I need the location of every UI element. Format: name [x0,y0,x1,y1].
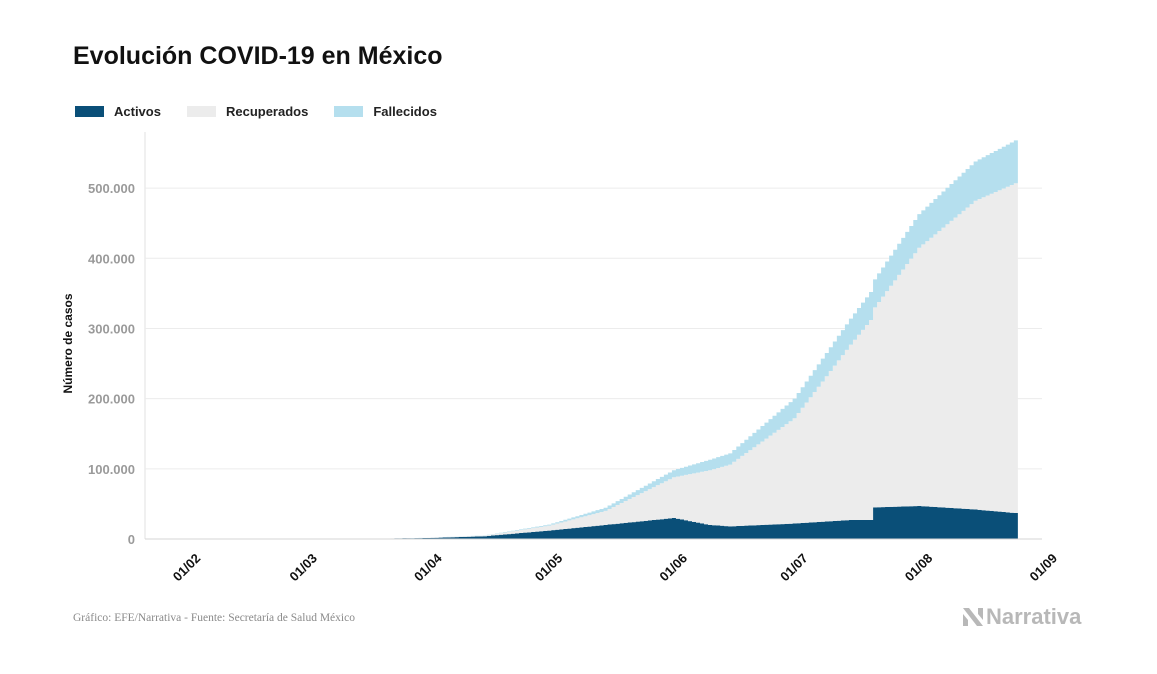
source-note: Gráfico: EFE/Narrativa - Fuente: Secreta… [73,612,355,624]
x-tick-label: 01/04 [411,550,445,584]
legend-swatch-recuperados [186,106,216,117]
x-tick-label: 01/07 [777,551,811,585]
legend-swatch-fallecidos [334,106,364,117]
x-tick-label: 01/02 [170,551,204,585]
y-tick-label: 0 [128,532,135,547]
legend-item-activos: Activos [75,104,161,119]
legend-label-activos: Activos [114,104,161,119]
area-series-recuperados [330,183,1018,539]
legend-item-recuperados: Recuperados [186,104,309,119]
legend: Activos Recuperados Fallecidos [75,104,463,119]
legend-swatch-activos [75,106,104,117]
x-tick-label: 01/05 [532,551,566,585]
y-tick-label: 200.000 [88,392,135,407]
x-tick-label: 01/08 [902,551,936,585]
x-tick-label: 01/06 [656,551,690,585]
y-tick-label: 500.000 [88,181,135,196]
y-tick-label: 100.000 [88,462,135,477]
brand-name: Narrativa [986,604,1082,629]
legend-label-fallecidos: Fallecidos [373,104,437,119]
x-tick-label: 01/09 [1027,551,1061,585]
area-series-activos [330,506,1018,539]
legend-label-recuperados: Recuperados [225,104,309,119]
x-tick-label: 01/03 [286,551,320,585]
brand-logo: Narrativa [962,604,1081,630]
y-axis-label: Número de casos [61,293,75,393]
narrativa-logo-icon [963,608,983,626]
legend-item-fallecidos: Fallecidos [334,104,437,119]
y-tick-label: 300.000 [88,321,135,336]
y-tick-label: 400.000 [88,251,135,266]
chart-title: Evolución COVID-19 en México [73,42,443,70]
